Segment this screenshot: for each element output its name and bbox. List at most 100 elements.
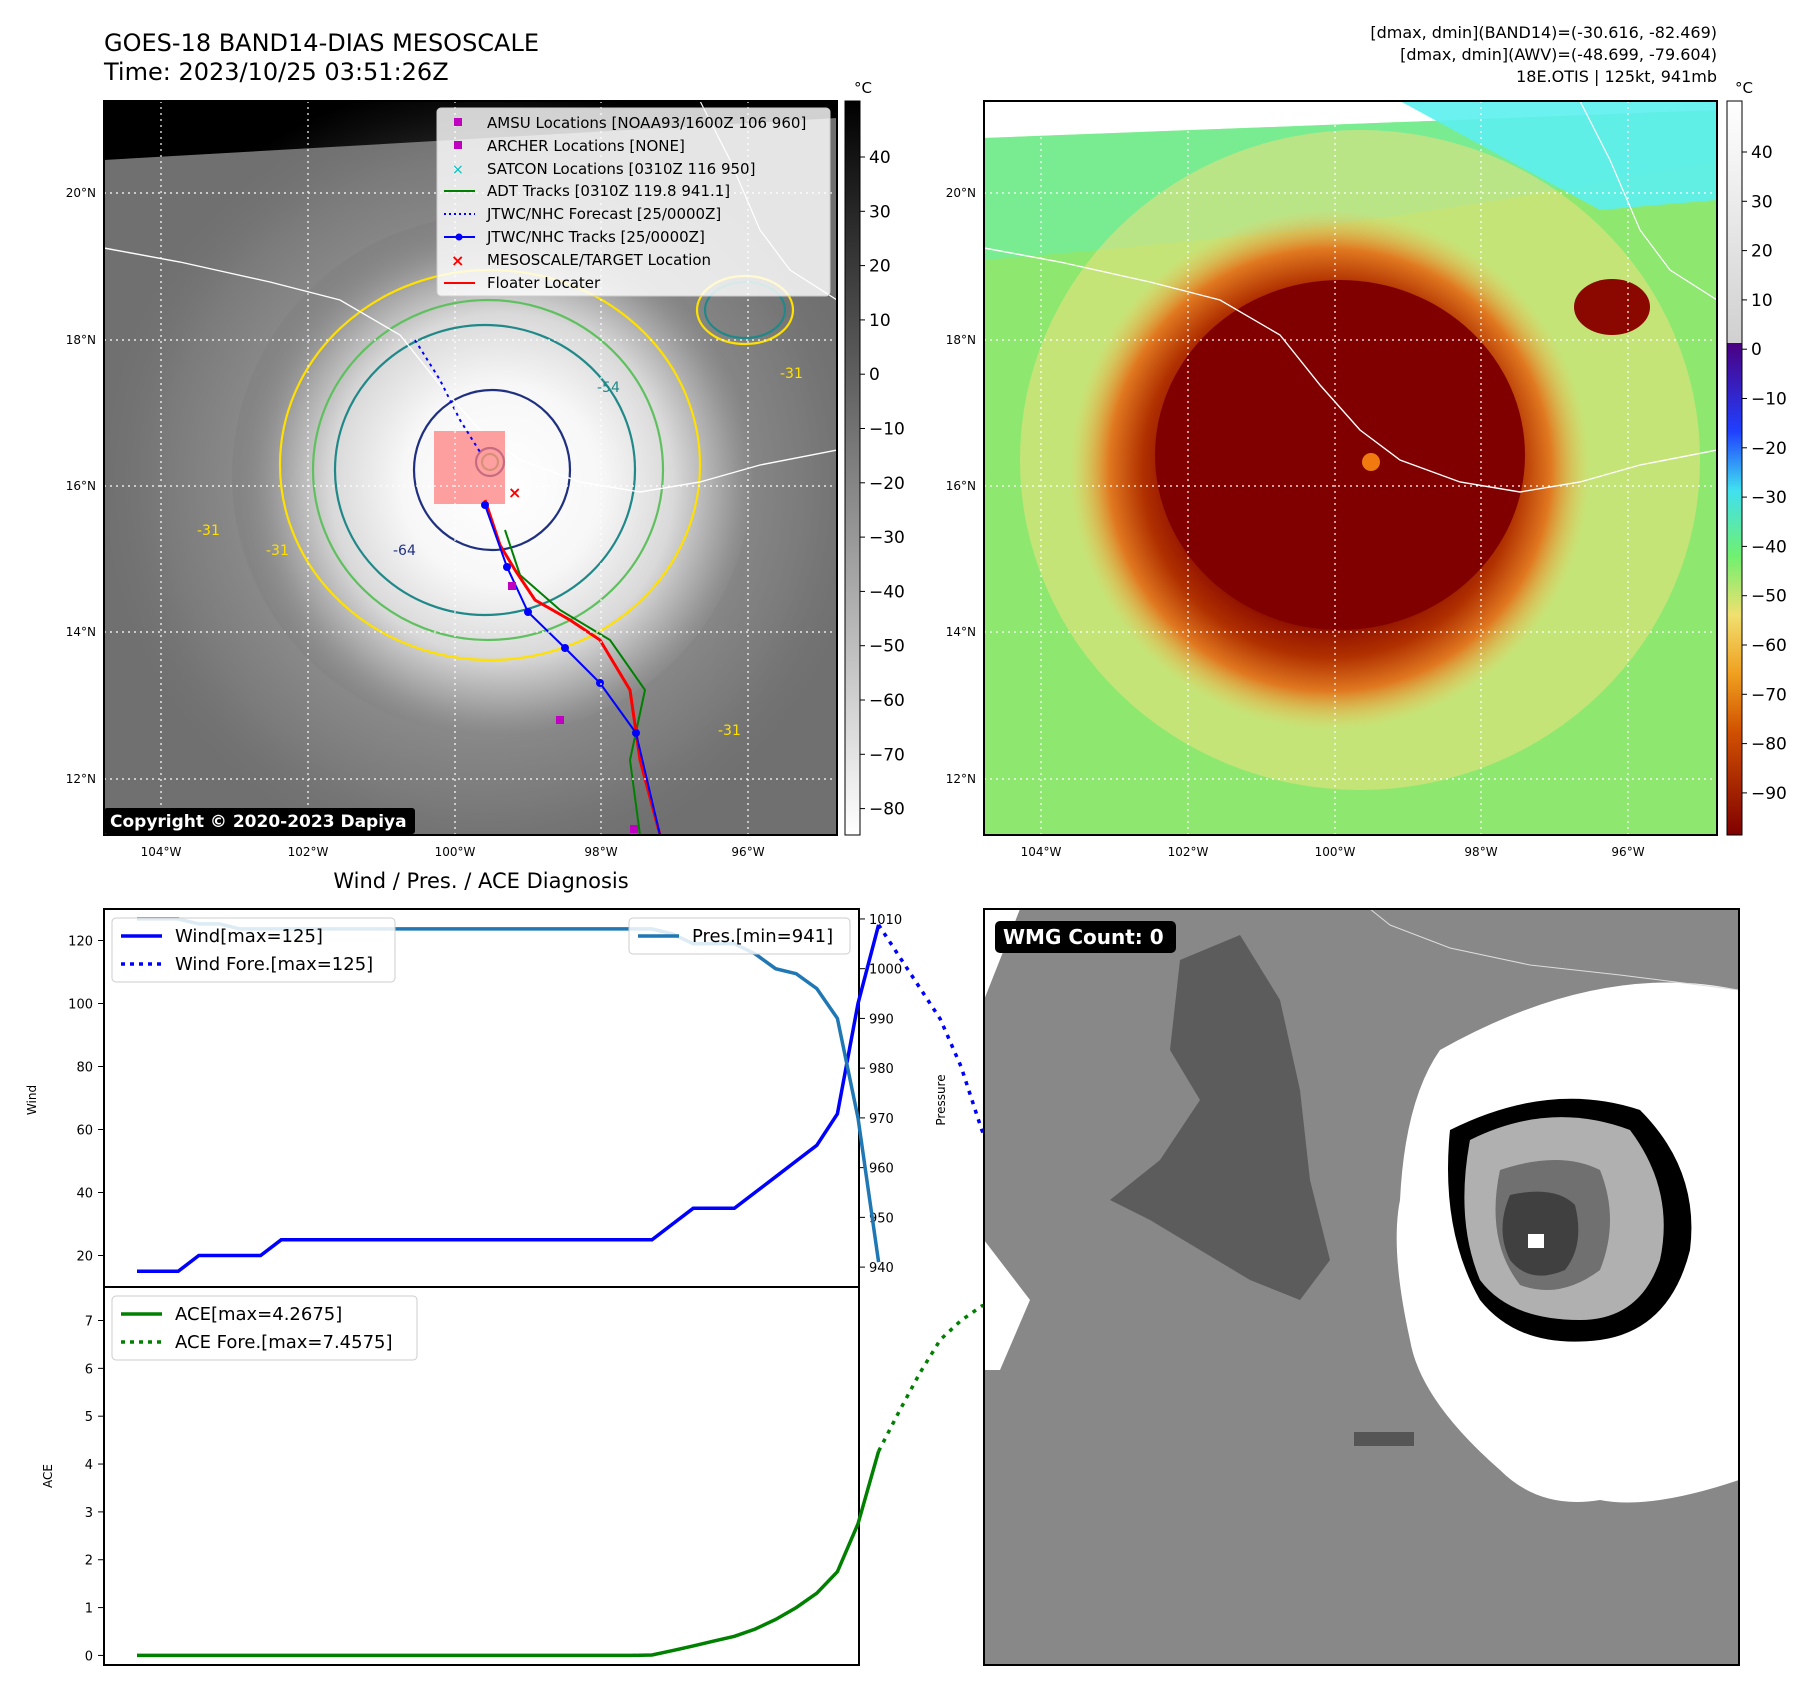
lat-label: 14°N: [66, 625, 96, 639]
lon-label: 98°W: [1464, 845, 1497, 859]
y-tick-label: 80: [76, 1061, 93, 1076]
copyright-badge: [104, 808, 415, 834]
y-tick-label: 3: [85, 1506, 93, 1521]
colorbar-tick-label: 20: [869, 257, 891, 277]
gray-colorbar: °C 40 30 20 10 0 −10 −20 −30 −40 −50 −60 −70 −80: [844, 79, 905, 836]
floater-box: [434, 431, 505, 504]
contour-label: -31: [780, 366, 803, 382]
colorbar-tick-label: −50: [1751, 587, 1787, 607]
y-tick-label: 1: [85, 1602, 93, 1617]
pressure-legend: Pres.[min=941]: [628, 917, 851, 955]
colorbar-unit: °C: [1735, 79, 1753, 97]
y-tick-label: 980: [869, 1062, 894, 1077]
colorbar-tick-label: −70: [869, 745, 905, 765]
y-tick-label: 990: [869, 1012, 894, 1027]
colorbar-tick-label: −30: [1751, 488, 1787, 508]
y-tick-label: 2: [85, 1554, 93, 1569]
colorbar-tick-label: −30: [869, 528, 905, 548]
y-tick-label: 6: [85, 1362, 93, 1377]
colorbar-tick-label: 30: [1751, 192, 1773, 212]
stats-awv: [dmax, dmin](AWV)=(-48.699, -79.604): [1400, 45, 1717, 64]
wind-pressure-panel: 20 40 60 80 100 120 940 950 960 970 980 990 1000 101…: [25, 908, 1004, 1288]
y-tick-label: 960: [869, 1162, 894, 1177]
right-map-axis-labels: 20°N 18°N 16°N 14°N 12°N 104°W 102°W 100…: [946, 186, 1645, 859]
contour-label: -31: [266, 543, 289, 559]
legend-item: Wind Fore.[max=125]: [175, 954, 373, 975]
figure-title: GOES-18 BAND14-DIAS MESOSCALE: [104, 29, 539, 57]
lat-label: 16°N: [946, 479, 976, 493]
ace-legend: ACE[max=4.2675] ACE Fore.[max=7.4575]: [111, 1295, 418, 1361]
wmg-panel: WMG Count: 0: [983, 908, 1740, 1666]
y-tick-label: 970: [869, 1112, 894, 1127]
colorbar-tick-label: −80: [869, 800, 905, 820]
legend-item: AMSU Locations [NOAA93/1600Z 106 960]: [487, 114, 806, 132]
lon-label: 104°W: [141, 845, 182, 859]
legend-item: JTWC/NHC Tracks [25/0000Z]: [486, 228, 705, 246]
colorbar-tick-label: −50: [869, 637, 905, 657]
legend-item: ACE Fore.[max=7.4575]: [175, 1332, 393, 1353]
amsu-marker: [454, 118, 462, 126]
colorbar-tick-label: −80: [1751, 735, 1787, 755]
wmg-count: WMG Count: 0: [1003, 925, 1164, 949]
colorbar-tick-label: −10: [869, 420, 905, 440]
lat-label: 18°N: [946, 333, 976, 347]
lon-label: 100°W: [435, 845, 476, 859]
satcon-marker: ×: [452, 162, 464, 178]
colorbar-unit: °C: [854, 79, 872, 97]
y-tick-label: 5: [85, 1410, 93, 1425]
lat-label: 12°N: [946, 772, 976, 786]
colorbar-tick-label: −60: [1751, 636, 1787, 656]
colorbar-tick-label: 40: [1751, 143, 1773, 163]
colorbar-tick-label: 0: [1751, 340, 1762, 360]
archer-marker: [454, 141, 462, 149]
wind-series-line: [137, 924, 881, 1274]
left-map-axis-labels: 20°N 18°N 16°N 14°N 12°N 104°W 102°W 100…: [66, 186, 765, 859]
target-marker: ×: [451, 251, 464, 270]
lat-label: 16°N: [66, 479, 96, 493]
figure-time: Time: 2023/10/25 03:51:26Z: [103, 58, 449, 86]
y-tick-label: 20: [76, 1250, 93, 1265]
y-tick-label: 40: [76, 1187, 93, 1202]
y-tick-label: 950: [869, 1211, 894, 1226]
legend-item: ACE[max=4.2675]: [175, 1304, 342, 1325]
y-tick-label: 0: [85, 1649, 93, 1664]
contour-label: -31: [197, 523, 220, 539]
y-tick-label: 1000: [869, 963, 902, 978]
colorbar-tick-label: 0: [869, 365, 880, 385]
colorbar-tick-label: 10: [1751, 291, 1773, 311]
colorbar-tick-label: −40: [869, 582, 905, 602]
lon-label: 102°W: [288, 845, 329, 859]
colorbar-tick-label: −10: [1751, 390, 1787, 410]
ace-forecast-line: [877, 1296, 1003, 1453]
wind-legend: Wind[max=125] Wind Fore.[max=125]: [111, 917, 396, 983]
lat-label: 12°N: [66, 772, 96, 786]
copyright-text: Copyright © 2020-2023 Dapiya: [110, 812, 407, 832]
legend-item: Wind[max=125]: [175, 926, 323, 947]
colorbar-tick-label: −70: [1751, 685, 1787, 705]
map-legend: AMSU Locations [NOAA93/1600Z 106 960] AR…: [436, 107, 831, 297]
wind-ylabel: Wind: [25, 1085, 39, 1115]
lon-label: 96°W: [1611, 845, 1644, 859]
colorbar-tick-label: −60: [869, 691, 905, 711]
legend-item: ARCHER Locations [NONE]: [487, 137, 685, 155]
ace-ylabel: ACE: [41, 1464, 55, 1488]
svg-text:×: ×: [508, 483, 521, 502]
diagnosis-title: Wind / Pres. / ACE Diagnosis: [333, 869, 628, 893]
lon-label: 102°W: [1168, 845, 1209, 859]
legend-item: JTWC/NHC Forecast [25/0000Z]: [486, 205, 721, 223]
y-tick-label: 7: [85, 1314, 93, 1329]
colorbar-tick-label: 40: [869, 148, 891, 168]
contour-label: -54: [597, 380, 620, 396]
legend-item: ADT Tracks [0310Z 119.8 941.1]: [487, 182, 730, 200]
y-tick-label: 4: [85, 1458, 93, 1473]
lon-label: 100°W: [1315, 845, 1356, 859]
lat-label: 14°N: [946, 625, 976, 639]
ace-series-line: [137, 1450, 881, 1658]
colorbar-tick-label: 30: [869, 202, 891, 222]
wind-forecast-line: [877, 923, 1004, 1178]
pressure-ylabel: Pressure: [934, 1074, 948, 1125]
y-tick-label: 120: [68, 935, 93, 950]
color-colorbar: °C 40 30 20 10 0 −10 −20 −30 −40 −50 −60 −70 −80 −90: [1726, 79, 1787, 836]
ir-color-map: [984, 101, 1717, 835]
y-tick-label: 940: [869, 1261, 894, 1276]
